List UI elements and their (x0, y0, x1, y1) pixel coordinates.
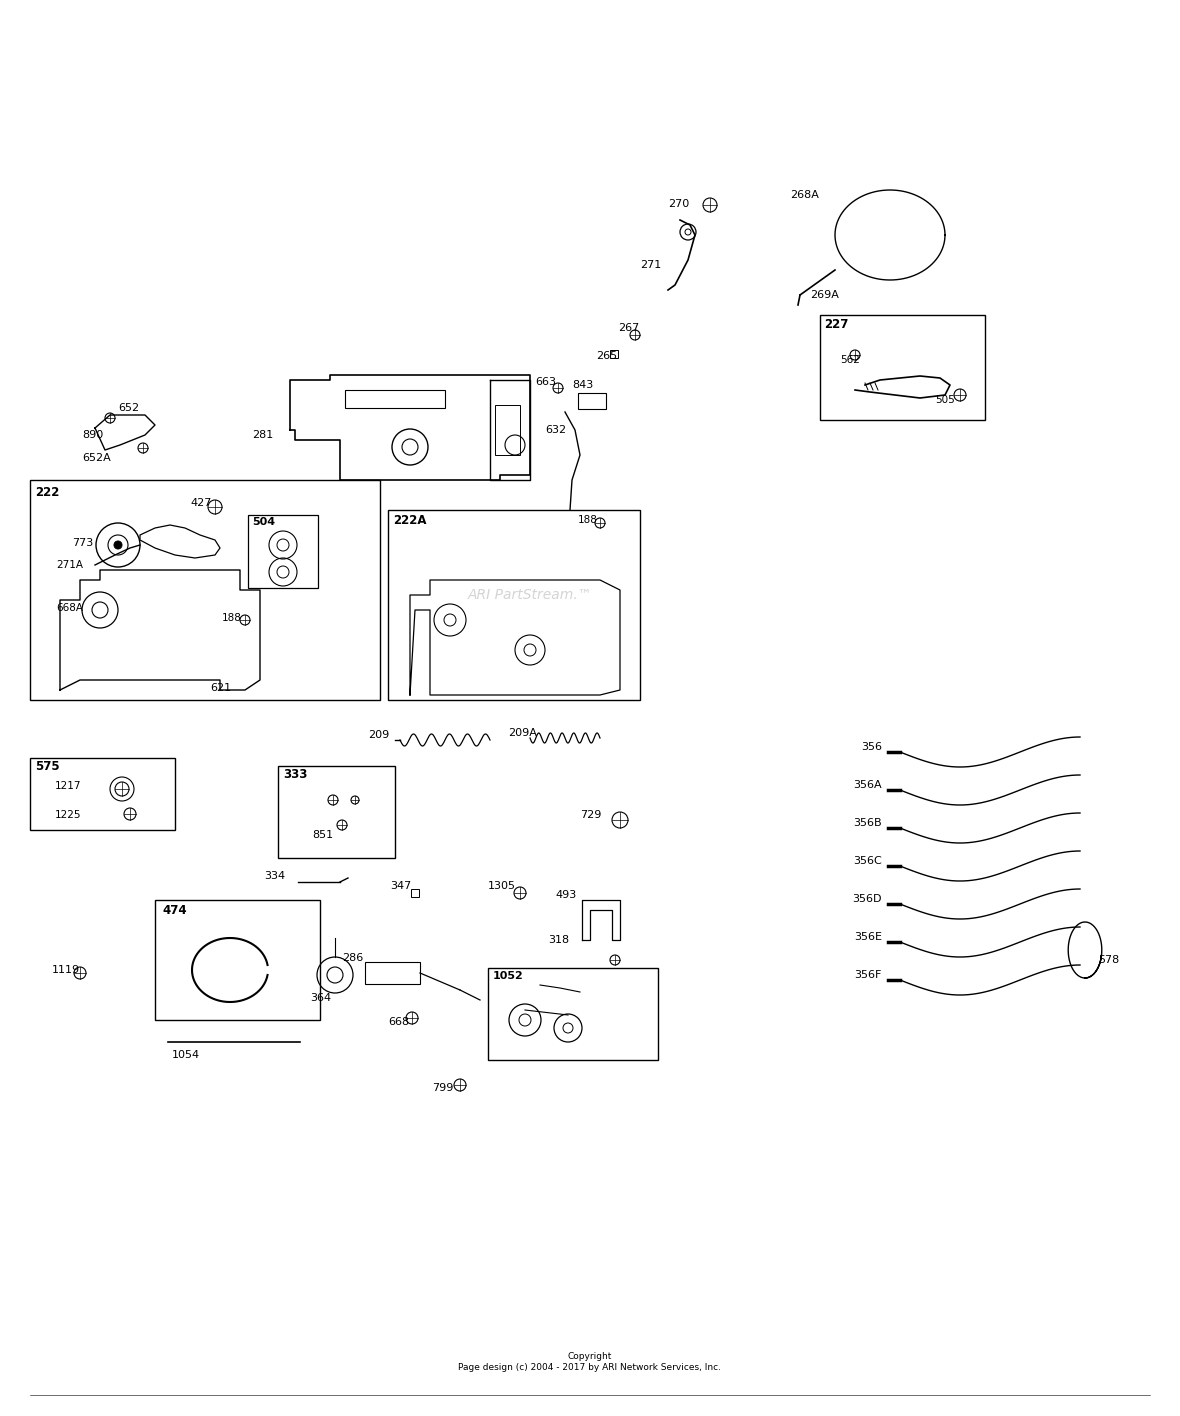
Text: ARI PartStream.™: ARI PartStream.™ (467, 588, 592, 602)
Text: 271: 271 (640, 261, 661, 270)
Text: 334: 334 (264, 871, 286, 881)
Text: 267: 267 (618, 323, 640, 333)
Text: 356F: 356F (854, 970, 881, 980)
Text: Copyright
Page design (c) 2004 - 2017 by ARI Network Services, Inc.: Copyright Page design (c) 2004 - 2017 by… (459, 1352, 721, 1372)
Bar (30, 480, 380, 700)
Text: 209A: 209A (509, 728, 537, 738)
Text: 209: 209 (368, 731, 389, 741)
Text: 281: 281 (253, 430, 274, 440)
Bar (388, 510, 640, 700)
Circle shape (114, 541, 122, 549)
Text: 843: 843 (572, 379, 594, 389)
Bar (365, 961, 420, 984)
Text: 1052: 1052 (493, 971, 524, 981)
Text: 652: 652 (118, 404, 139, 413)
Text: 265: 265 (596, 351, 617, 361)
Text: 621: 621 (210, 683, 231, 692)
Text: 562: 562 (840, 355, 860, 365)
Text: 668A: 668A (55, 603, 83, 613)
Text: 356B: 356B (853, 818, 881, 828)
Text: 268A: 268A (789, 190, 819, 200)
Text: 356: 356 (861, 742, 881, 752)
Bar (30, 758, 175, 830)
Text: 729: 729 (581, 810, 602, 820)
Text: 1305: 1305 (489, 881, 516, 891)
Text: 347: 347 (391, 881, 412, 891)
Text: 270: 270 (668, 200, 689, 210)
Bar (489, 969, 658, 1061)
Bar (248, 515, 317, 588)
Text: 1054: 1054 (172, 1051, 201, 1061)
Text: 652A: 652A (81, 453, 111, 463)
Text: 356A: 356A (853, 780, 881, 790)
Text: 333: 333 (283, 767, 307, 780)
Text: 668: 668 (388, 1017, 409, 1027)
Text: 227: 227 (824, 317, 848, 330)
Text: 632: 632 (545, 425, 566, 435)
Text: 575: 575 (35, 759, 60, 773)
Bar (278, 766, 395, 858)
Text: 188: 188 (222, 613, 242, 623)
Bar (494, 405, 520, 455)
Text: 222A: 222A (393, 514, 426, 527)
Bar (411, 889, 419, 896)
Text: 356D: 356D (852, 893, 881, 903)
Text: 474: 474 (162, 903, 186, 916)
Text: 286: 286 (342, 953, 363, 963)
Text: 773: 773 (72, 538, 93, 548)
Text: 222: 222 (35, 486, 59, 498)
Text: 1217: 1217 (55, 782, 81, 792)
Text: 427: 427 (190, 498, 211, 508)
Text: 188: 188 (578, 515, 598, 525)
Text: 271A: 271A (55, 559, 83, 571)
Text: 505: 505 (935, 395, 955, 405)
Bar (610, 350, 618, 358)
Text: 890: 890 (81, 430, 104, 440)
Text: 356C: 356C (853, 857, 881, 867)
Text: 851: 851 (312, 830, 333, 840)
Text: 1225: 1225 (55, 810, 81, 820)
Bar (820, 314, 985, 421)
Text: 578: 578 (1099, 954, 1120, 964)
Text: 663: 663 (535, 377, 556, 387)
Text: 364: 364 (310, 993, 332, 1003)
Bar (155, 901, 320, 1020)
Text: 269A: 269A (809, 290, 839, 300)
Text: 356E: 356E (854, 932, 881, 942)
Bar (578, 394, 607, 409)
Text: 493: 493 (555, 891, 576, 901)
Text: 799: 799 (432, 1083, 453, 1093)
Bar (345, 389, 445, 408)
Text: 1119: 1119 (52, 964, 80, 976)
Text: 318: 318 (548, 935, 569, 944)
Text: 504: 504 (253, 517, 275, 527)
